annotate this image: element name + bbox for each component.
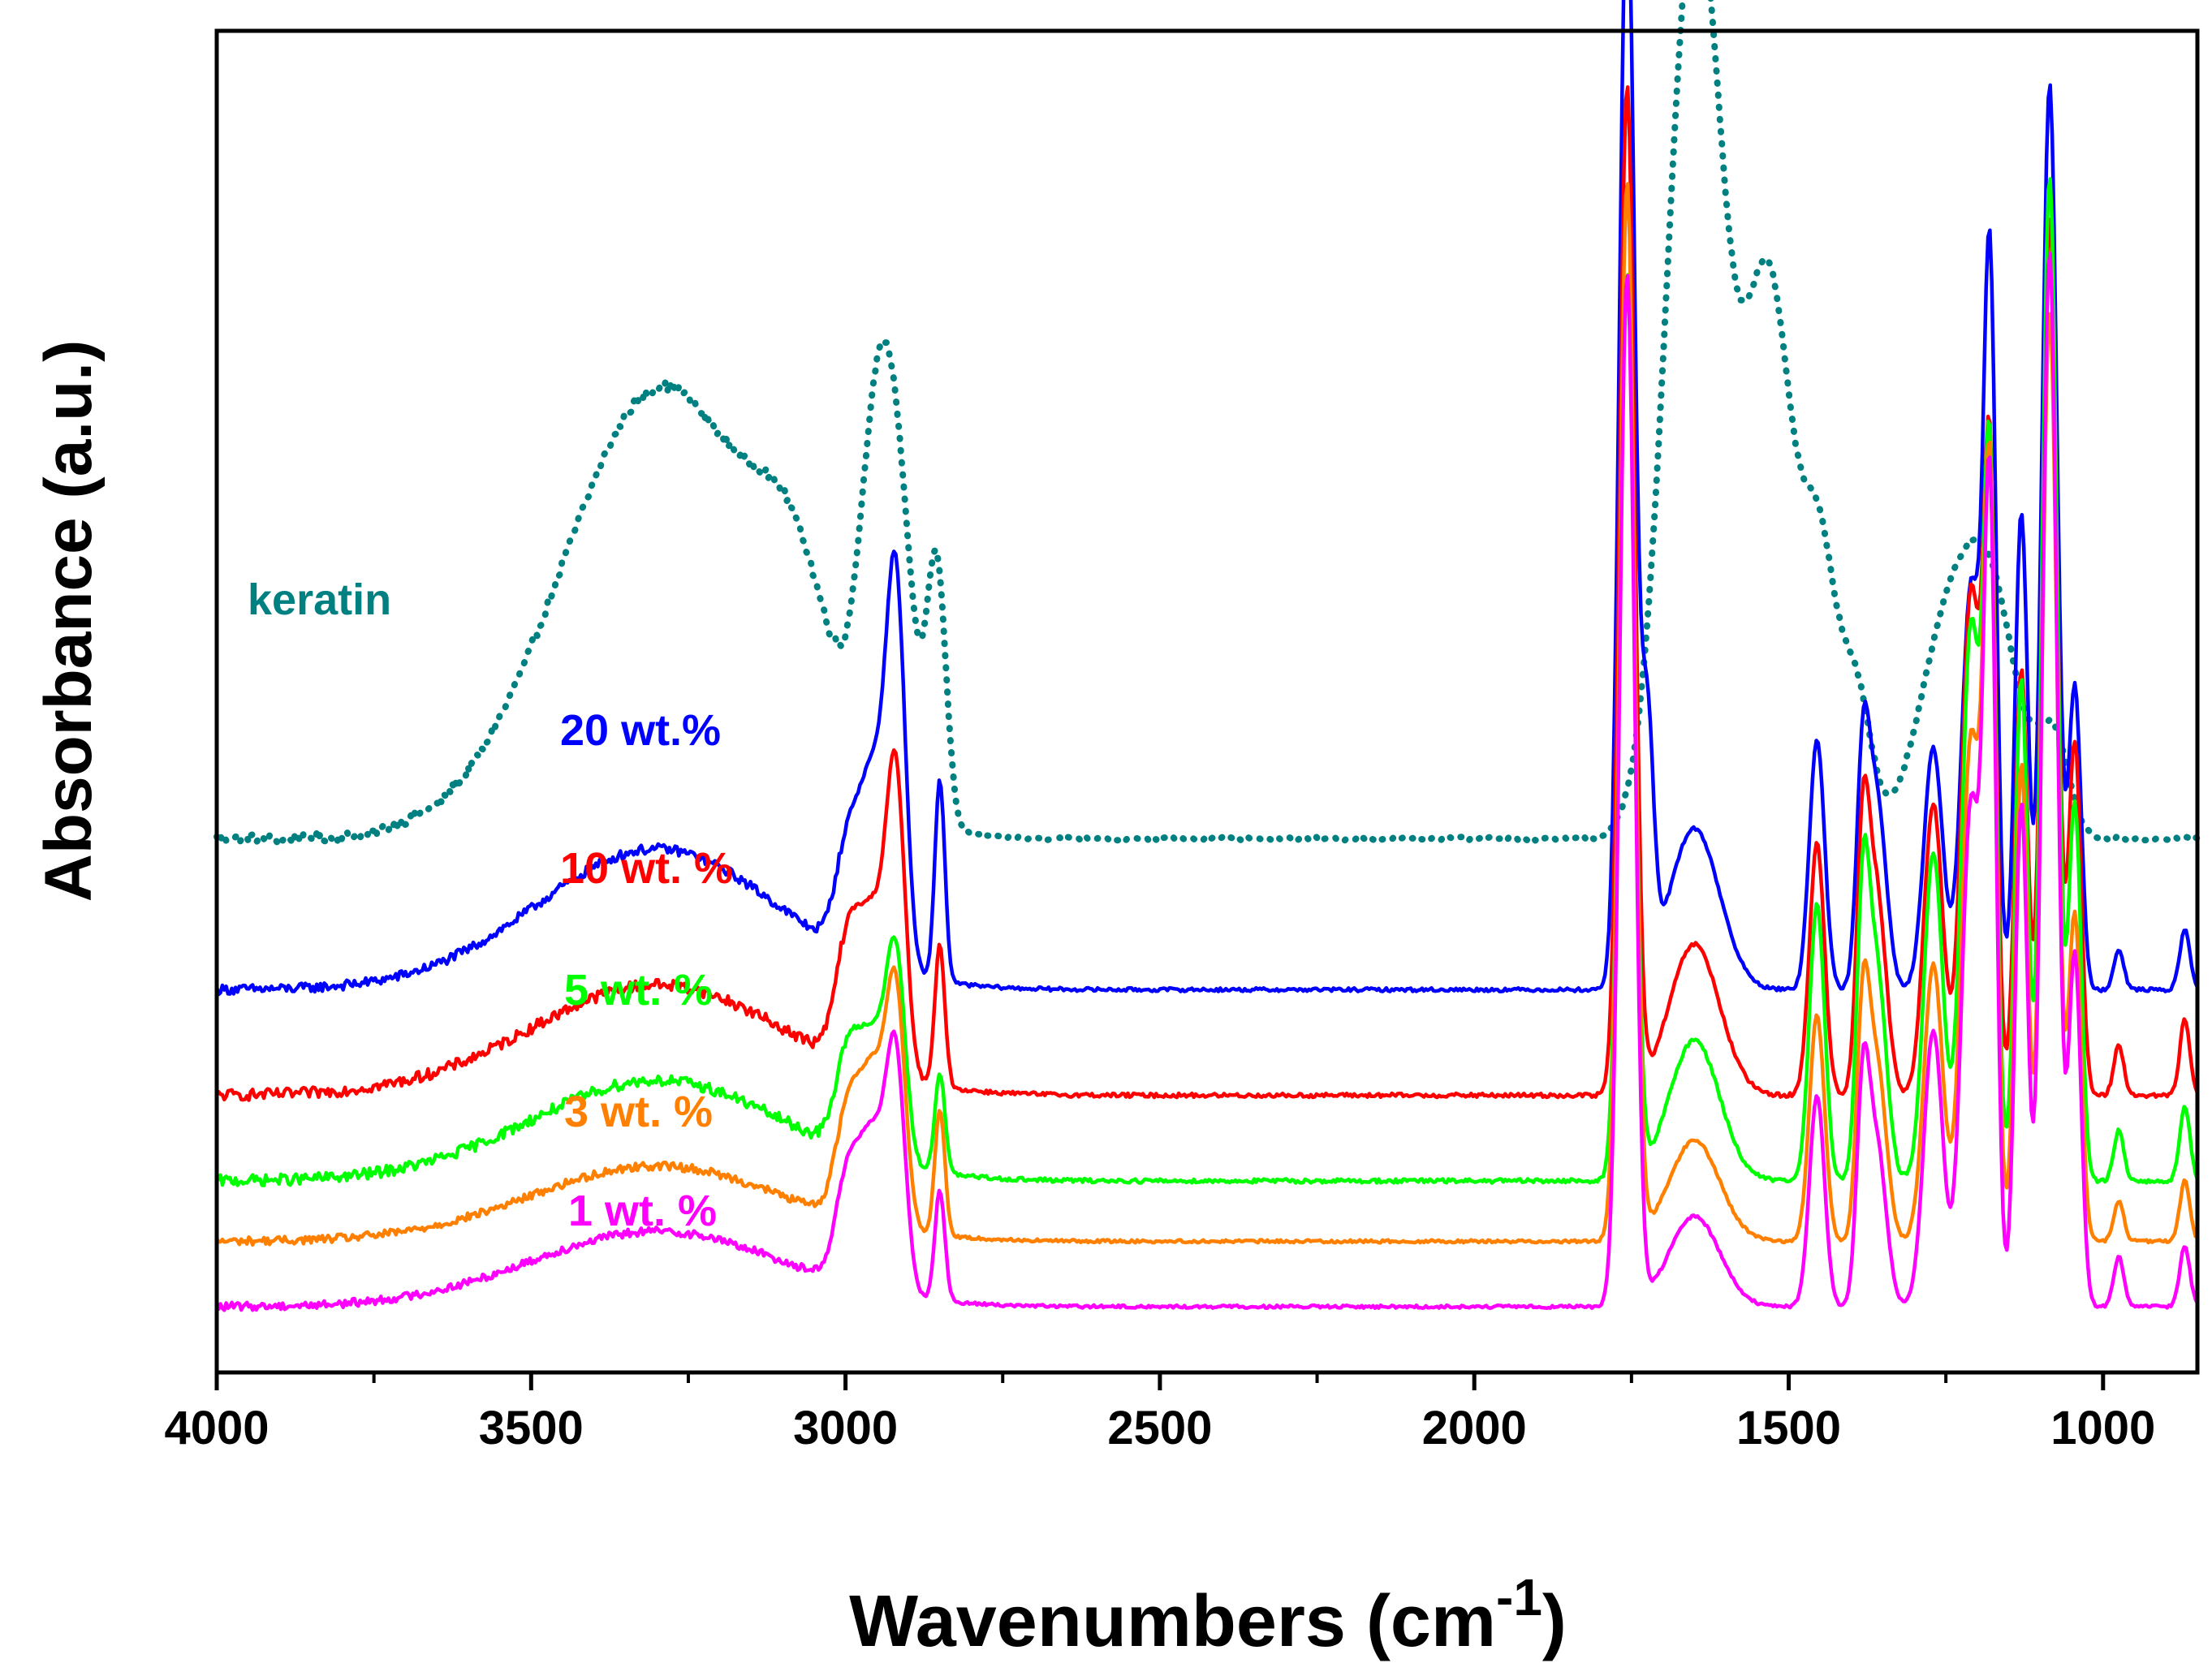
x-axis-title-superscript: -1 [1496, 1568, 1542, 1626]
x-axis-title-text: Wavenumbers (cm [849, 1581, 1496, 1662]
series-label-20-wt-: 20 wt.% [560, 706, 721, 755]
x-axis-title-close: ) [1542, 1581, 1567, 1662]
x-tick-label: 2500 [1107, 1402, 1212, 1454]
x-tick-label: 1000 [2050, 1402, 2155, 1454]
series-label-keratin: keratin [248, 575, 391, 624]
y-axis-title: Absorbance (a.u.) [32, 340, 106, 903]
x-tick-label: 3000 [793, 1402, 898, 1454]
series-label-1-wt-: 1 wt. % [568, 1187, 717, 1235]
series-label-10-wt-: 10 wt. % [560, 844, 733, 893]
x-axis-ticks: 4000 3500 3000 2500 2000 1500 1000 [164, 1372, 2155, 1454]
series-line-10-wt- [214, 85, 2200, 1102]
series-label-3-wt-: 3 wt. % [564, 1088, 713, 1136]
x-tick-label: 1500 [1736, 1402, 1841, 1454]
x-tick-label: 4000 [164, 1402, 269, 1454]
series-line-keratin [213, 0, 2201, 847]
series-line-3-wt- [214, 182, 2200, 1247]
series-label-5-wt-: 5 wt. % [564, 966, 713, 1015]
x-tick-label: 3500 [479, 1402, 584, 1454]
x-axis-title: Wavenumbers (cm-1) [849, 1568, 1567, 1662]
x-tick-label: 2000 [1422, 1402, 1527, 1454]
series-line-1-wt- [214, 252, 2200, 1312]
series-layer [213, 0, 2201, 1312]
series-label-layer: keratin 20 wt.% 10 wt. % 5 wt. % 3 wt. % 1 wt… [248, 575, 733, 1235]
series-line-20-wt- [214, 0, 2200, 997]
plot-area-frame [214, 28, 2200, 1375]
series-line-5-wt- [214, 177, 2200, 1187]
